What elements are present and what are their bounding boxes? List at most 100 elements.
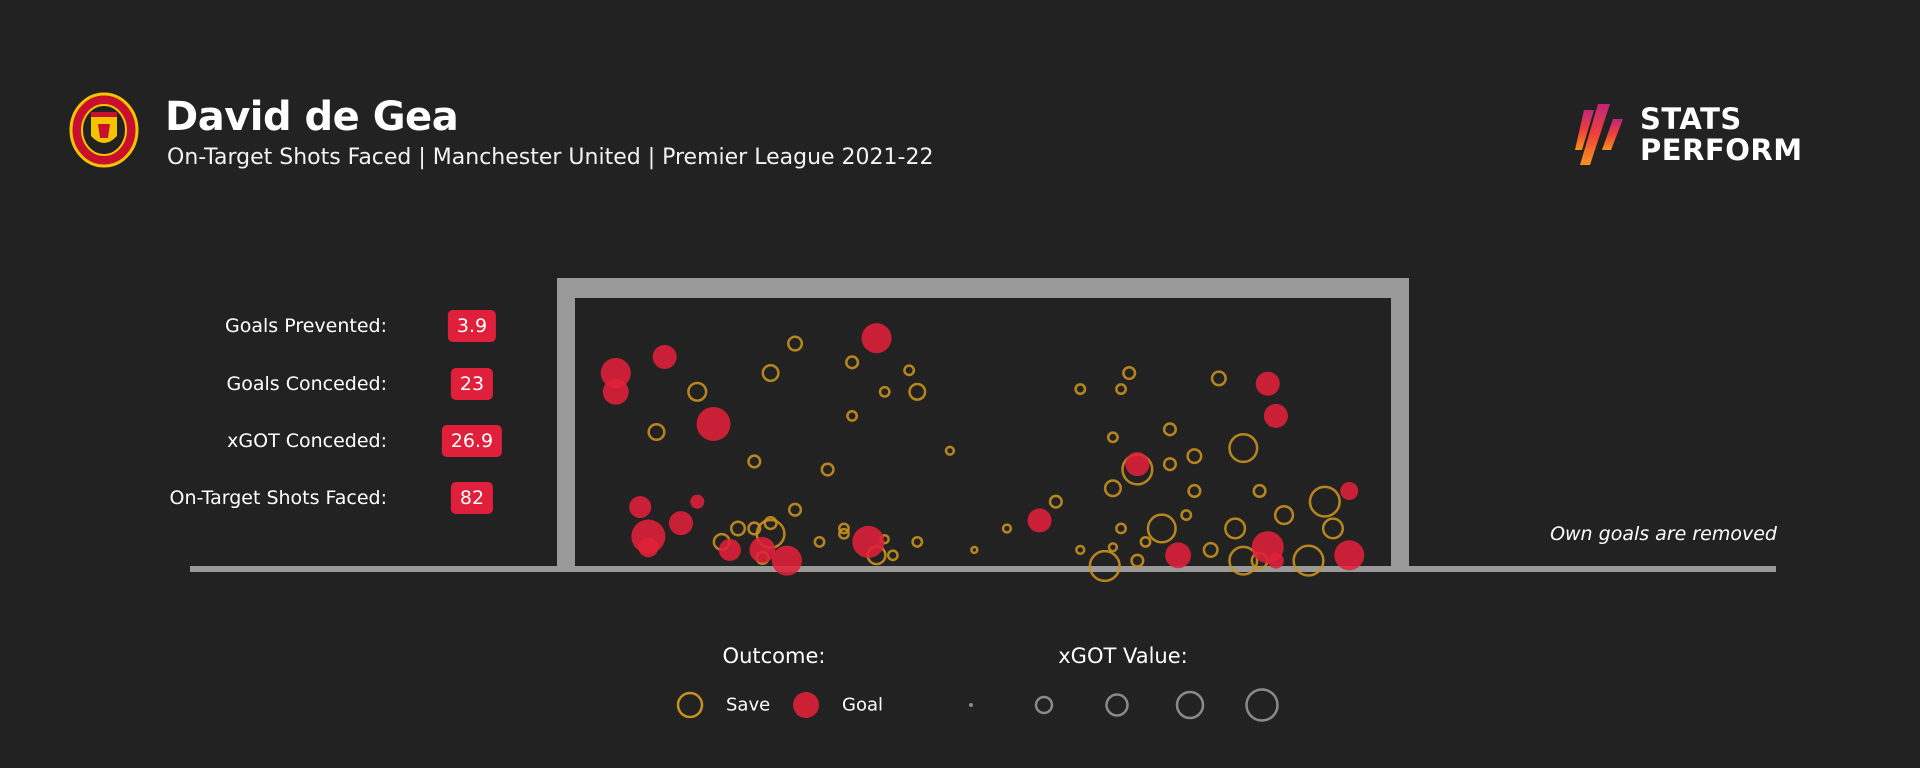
save-shot-marker	[944, 445, 956, 456]
club-crest-logo	[69, 92, 139, 168]
save-shot-marker	[787, 502, 803, 517]
save-shot-marker	[838, 527, 850, 540]
save-shot-marker	[838, 522, 850, 535]
stat-value-goals-conceded: 23	[450, 368, 494, 400]
goal-shot-marker	[1263, 403, 1288, 428]
stat-label-xgot-conceded: xGOT Conceded:	[227, 430, 387, 452]
save-shot-marker	[1001, 523, 1013, 534]
save-shot-marker	[1074, 383, 1087, 396]
goal-shot-marker	[602, 378, 629, 405]
save-shot-marker	[1224, 517, 1247, 540]
save-shot-marker	[1162, 457, 1178, 472]
save-shot-marker	[1075, 544, 1086, 556]
save-shot-marker	[1048, 494, 1063, 509]
legend-xgot-size-3	[1105, 693, 1129, 717]
save-shot-marker	[1321, 517, 1345, 540]
legend-xgot-size-1	[969, 703, 973, 707]
page-title: David de Gea	[165, 94, 459, 140]
legend-save-label: Save	[726, 694, 771, 716]
save-shot-marker	[970, 545, 979, 555]
stat-value-xgot-conceded: 26.9	[441, 425, 503, 457]
legend-goal-marker	[793, 692, 819, 718]
save-shot-marker	[761, 363, 780, 383]
stats-perform-logo: STATS PERFORM	[1640, 104, 1803, 166]
goal-shot-marker	[668, 511, 693, 536]
save-shot-marker	[1115, 383, 1127, 396]
save-shot-marker	[908, 382, 927, 401]
save-shot-marker	[1273, 504, 1295, 526]
save-shot-marker	[1308, 485, 1341, 518]
save-shot-marker	[903, 364, 916, 377]
save-shot-marker	[687, 381, 708, 402]
legend-save-marker	[676, 691, 704, 719]
stat-label-goals-prevented: Goals Prevented:	[225, 315, 387, 337]
goal-shot-marker	[1255, 371, 1280, 396]
save-shot-marker	[747, 454, 762, 469]
goal-shot-marker	[718, 538, 741, 561]
save-shot-marker	[1180, 509, 1193, 522]
save-shot-marker	[1088, 549, 1121, 583]
save-shot-marker	[813, 535, 826, 548]
save-shot-marker	[1187, 483, 1202, 499]
goal-shot-marker	[629, 496, 652, 519]
save-shot-marker	[1186, 448, 1203, 465]
goal-shot-marker	[696, 406, 731, 441]
save-shot-marker	[1228, 433, 1259, 464]
goal-mouth	[575, 298, 1391, 568]
goal-shot-marker	[1340, 481, 1359, 500]
stat-label-shots-faced: On-Target Shots Faced:	[169, 487, 387, 509]
goal-shot-marker	[1125, 452, 1150, 477]
save-shot-marker	[845, 355, 860, 370]
save-shot-marker	[1162, 422, 1178, 437]
save-shot-marker	[886, 549, 899, 562]
save-shot-marker	[1146, 513, 1177, 544]
stats-perform-logo-mark	[1575, 104, 1623, 165]
save-shot-marker	[729, 520, 747, 537]
save-shot-marker	[647, 422, 666, 442]
legend-xgot-size-4	[1175, 690, 1205, 720]
save-shot-marker	[747, 521, 762, 536]
goal-shot-marker	[600, 358, 631, 389]
goal-shot-marker	[1027, 508, 1052, 533]
save-shot-marker	[878, 385, 891, 398]
save-shot-marker	[1252, 483, 1267, 499]
save-shot-marker	[1122, 365, 1137, 381]
save-shot-marker	[846, 409, 859, 422]
stat-label-goals-conceded: Goals Conceded:	[226, 373, 388, 395]
save-shot-marker	[1210, 370, 1227, 387]
legend-goal-label: Goal	[842, 694, 883, 716]
save-shot-marker	[1115, 522, 1127, 535]
legend-outcome-title: Outcome:	[722, 644, 826, 668]
goal-shot-marker	[652, 344, 677, 369]
goal-shot-marker	[690, 494, 705, 509]
ground-line	[190, 566, 1776, 572]
save-shot-marker	[1202, 541, 1219, 558]
goal-shot-marker	[1267, 552, 1284, 569]
save-shot-marker	[1292, 544, 1325, 577]
legend-xgot-size-2	[1034, 695, 1054, 715]
goal-shot-marker	[749, 536, 776, 563]
save-shot-marker	[1106, 431, 1119, 444]
save-shot-marker	[911, 535, 924, 548]
goal-shot-marker	[771, 545, 802, 576]
save-shot-marker	[1139, 535, 1152, 548]
goal-shot-marker	[852, 525, 885, 558]
legend-xgot-title: xGOT Value:	[1058, 644, 1188, 668]
goal-shot-marker	[638, 537, 659, 558]
save-shot-marker	[787, 335, 804, 352]
save-shot-marker	[763, 516, 778, 531]
page-subtitle: On-Target Shots Faced | Manchester Unite…	[167, 145, 934, 170]
goal-shot-marker	[861, 323, 892, 354]
legend-xgot-size-5	[1245, 688, 1279, 722]
own-goals-note: Own goals are removed	[1550, 523, 1777, 545]
brand-line-2: PERFORM	[1640, 133, 1803, 167]
brand-line-1: STATS	[1640, 102, 1742, 136]
save-shot-marker	[1228, 545, 1259, 576]
save-shot-marker	[1103, 479, 1122, 498]
goal-shot-marker	[1165, 542, 1192, 569]
stat-value-goals-prevented: 3.9	[447, 310, 497, 342]
goal-shot-marker	[1334, 540, 1365, 571]
stat-value-shots-faced: 82	[450, 482, 494, 514]
save-shot-marker	[1130, 553, 1145, 568]
